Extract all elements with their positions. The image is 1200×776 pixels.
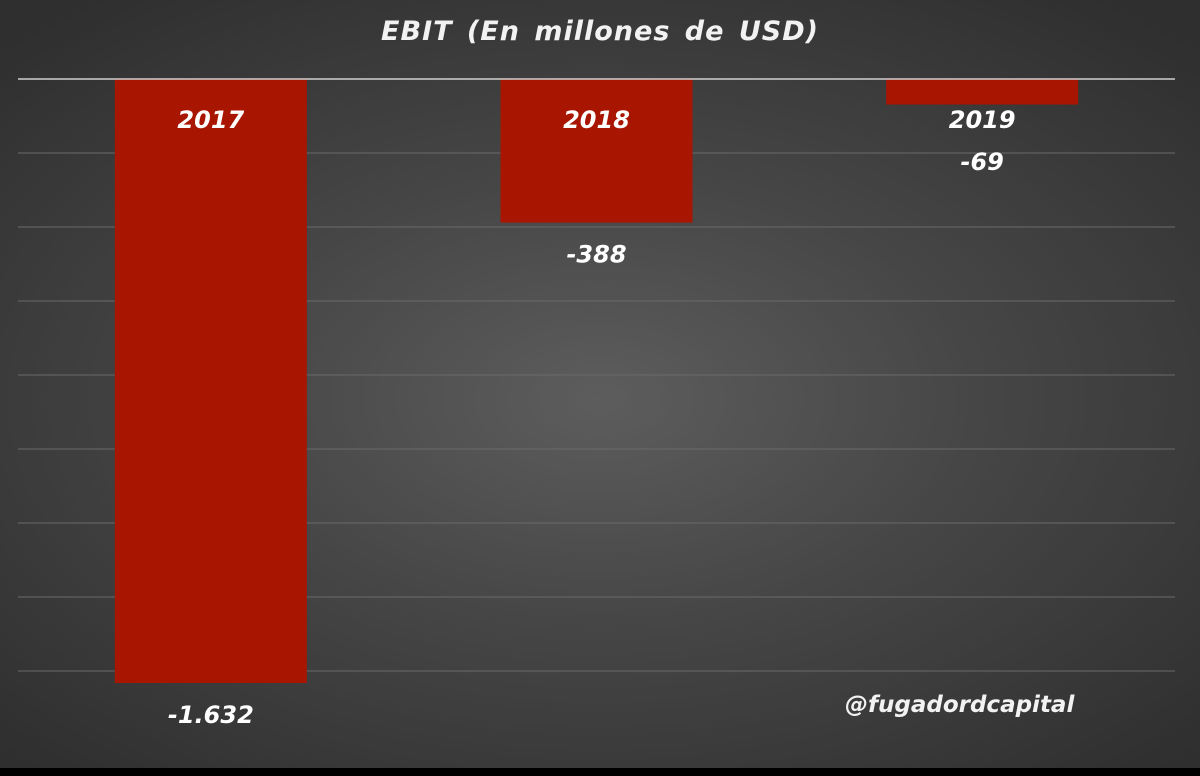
watermark-handle: @fugadordcapital [845, 692, 1075, 718]
bar-2018 [500, 79, 693, 223]
category-label-2017: 2017 [177, 106, 244, 134]
category-label-2018: 2018 [563, 106, 630, 134]
chart-title: EBIT (En millones de USD) [381, 16, 819, 47]
value-label-2019: -69 [960, 148, 1003, 176]
value-label-2017: -1.632 [168, 701, 254, 729]
bar-2017 [114, 79, 307, 683]
category-label-2019: 2019 [949, 106, 1016, 134]
value-label-2018: -388 [566, 241, 626, 269]
bar-2019 [886, 79, 1079, 105]
